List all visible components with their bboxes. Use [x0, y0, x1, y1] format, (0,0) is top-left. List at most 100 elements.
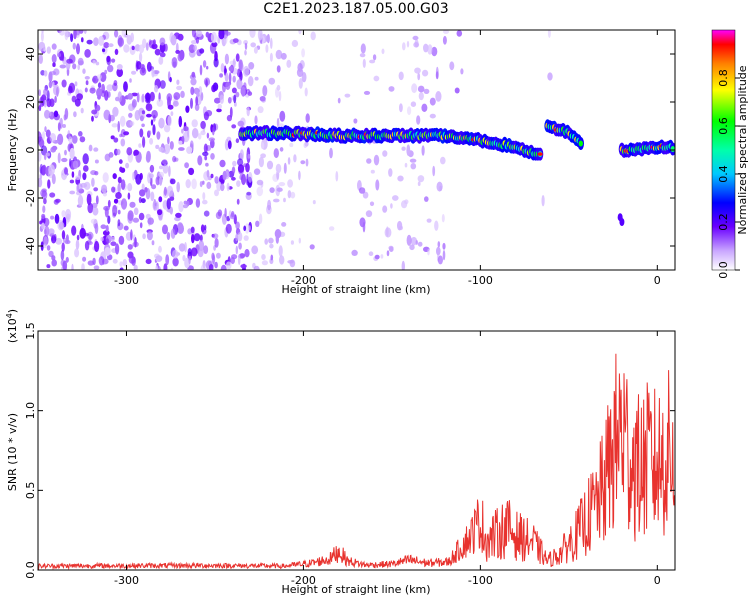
noise-blob — [258, 156, 264, 168]
noise-blob — [145, 258, 152, 265]
noise-blob — [97, 82, 102, 89]
noise-blob — [195, 96, 199, 106]
noise-blob — [117, 183, 121, 194]
noise-blob — [440, 156, 446, 165]
noise-blob — [236, 180, 241, 188]
noise-blob — [178, 201, 184, 213]
noise-blob — [460, 68, 464, 75]
noise-blob — [76, 234, 80, 241]
noise-blob — [64, 167, 68, 175]
y-tick-label: 1.5 — [24, 322, 37, 340]
noise-blob — [55, 237, 63, 245]
ridge-tail — [619, 218, 625, 226]
noise-blob — [167, 104, 174, 110]
noise-blob — [142, 136, 146, 148]
noise-blob — [117, 176, 122, 184]
noise-blob — [115, 243, 120, 255]
noise-blob — [165, 254, 170, 266]
snr-y-label: SNR (10 * v/v) — [6, 413, 19, 491]
noise-blob — [72, 63, 77, 70]
noise-blob — [244, 42, 248, 50]
noise-blob — [178, 147, 185, 151]
noise-blob — [196, 37, 199, 44]
noise-blob — [100, 237, 104, 242]
noise-blob — [38, 131, 42, 143]
noise-blob — [102, 172, 109, 183]
colorbar-tick-label: 0.8 — [717, 69, 730, 87]
noise-blob — [42, 164, 47, 175]
noise-blob — [191, 128, 199, 139]
noise-blob — [212, 233, 219, 239]
noise-blob — [243, 235, 249, 241]
noise-blob — [360, 43, 366, 54]
noise-blob — [231, 254, 238, 260]
noise-blob — [38, 177, 43, 188]
noise-blob — [110, 241, 117, 246]
noise-blob — [69, 147, 75, 160]
noise-blob — [397, 175, 404, 182]
noise-blob — [92, 257, 96, 266]
noise-blob — [199, 234, 203, 242]
noise-blob — [94, 104, 101, 112]
noise-blob — [238, 59, 243, 71]
noise-blob — [267, 199, 272, 211]
noise-blob — [251, 245, 259, 255]
noise-blob — [44, 126, 47, 133]
noise-blob — [199, 48, 205, 54]
noise-blob — [93, 187, 99, 192]
noise-blob — [222, 170, 227, 181]
noise-blob — [117, 91, 123, 103]
noise-blob — [103, 109, 111, 121]
noise-blob — [58, 118, 64, 124]
noise-blob — [409, 244, 415, 251]
noise-blob — [291, 39, 299, 48]
noise-blob — [98, 76, 101, 85]
noise-blob — [386, 250, 390, 257]
noise-blob — [84, 87, 88, 93]
noise-blob — [119, 115, 126, 127]
noise-blob — [239, 149, 244, 161]
noise-blob — [159, 176, 163, 186]
noise-blob — [51, 235, 57, 244]
noise-blob — [202, 180, 205, 185]
noise-blob — [48, 81, 53, 89]
noise-blob — [116, 148, 121, 156]
noise-blob — [175, 212, 182, 218]
noise-blob — [132, 171, 135, 181]
noise-blob — [407, 106, 412, 115]
noise-blob — [39, 220, 43, 225]
noise-blob — [172, 257, 179, 267]
noise-blob — [82, 153, 89, 165]
noise-blob — [335, 171, 339, 182]
noise-blob — [64, 30, 69, 41]
noise-blob — [64, 149, 67, 156]
noise-blob — [59, 64, 67, 69]
noise-blob — [128, 112, 133, 118]
noise-blob — [199, 181, 203, 188]
noise-blob — [193, 44, 197, 52]
noise-blob — [49, 133, 57, 143]
noise-blob — [329, 226, 335, 231]
noise-blob — [136, 92, 140, 103]
noise-blob — [125, 162, 130, 169]
noise-blob — [139, 67, 147, 76]
noise-blob — [146, 61, 152, 72]
noise-blob — [173, 92, 181, 100]
noise-blob — [437, 241, 441, 248]
noise-blob — [162, 164, 169, 174]
noise-blob — [112, 204, 118, 217]
noise-blob — [298, 237, 301, 244]
noise-blob — [197, 155, 203, 166]
noise-blob — [268, 237, 274, 244]
noise-blob — [180, 90, 185, 98]
noise-blob — [190, 97, 193, 109]
noise-blob — [51, 54, 57, 64]
noise-blob — [298, 170, 301, 181]
noise-blob — [359, 53, 366, 58]
noise-blob — [437, 255, 443, 265]
noise-blob — [159, 52, 166, 58]
snr-scale-note: (x104) — [5, 309, 19, 343]
x-tick-label: -100 — [468, 574, 493, 587]
noise-blob — [237, 120, 245, 127]
noise-blob — [144, 92, 151, 101]
